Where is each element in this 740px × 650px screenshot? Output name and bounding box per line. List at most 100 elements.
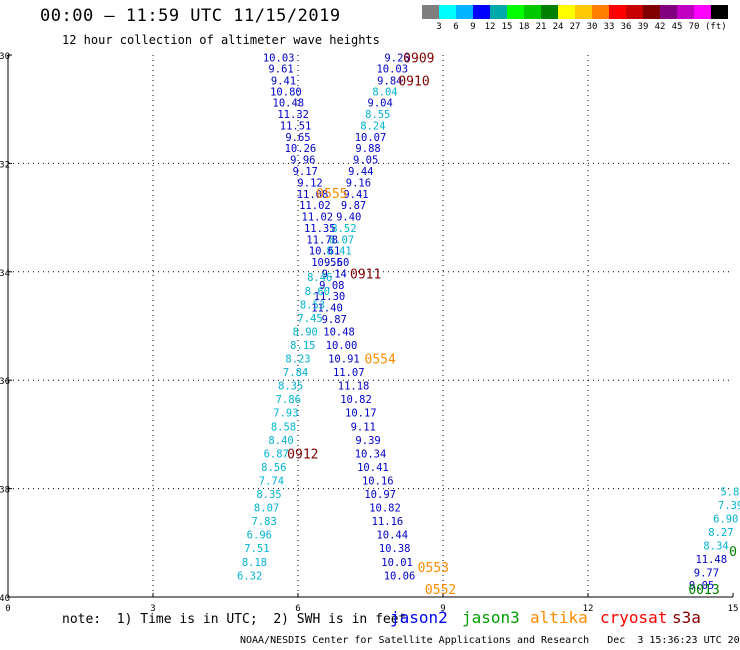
wave-height-label: 8.35 xyxy=(278,381,303,393)
wave-height-label: 10.16 xyxy=(362,475,394,487)
y-tick-label: -36 xyxy=(0,377,10,387)
wave-height-label: 8.27 xyxy=(708,527,733,539)
page-title: 00:00 – 11:59 UTC 11/15/2019 xyxy=(40,6,341,26)
wave-height-label: 8.18 xyxy=(242,557,267,569)
wave-height-label: 6.96 xyxy=(247,530,272,542)
pass-time-label: 0555 xyxy=(316,187,347,202)
wave-height-label: 8.56 xyxy=(261,462,286,474)
wave-height-label: 10.38 xyxy=(379,543,411,555)
pass-time-label: 0911 xyxy=(350,267,381,282)
wave-height-label: 8.23 xyxy=(285,354,310,366)
wave-height-label: 10.07 xyxy=(355,132,387,144)
legend-label: 39 xyxy=(637,22,649,32)
wave-height-label: 9.14 xyxy=(322,268,347,280)
wave-height-label: 8.24 xyxy=(360,120,385,132)
y-tick-label: -38 xyxy=(0,486,10,496)
wave-height-label: 10.61 xyxy=(309,246,341,258)
wave-height-label: 10.55 xyxy=(311,257,343,269)
wave-height-label: 5.87 xyxy=(720,486,740,498)
legend-swatch xyxy=(643,5,660,19)
wave-height-label: 10.03 xyxy=(376,64,408,76)
wave-height-label: 9.05 xyxy=(353,155,378,167)
pass-time-label: 0912 xyxy=(287,447,318,462)
y-tick-label: -34 xyxy=(0,269,10,279)
wave-height-label: 8.15 xyxy=(290,340,315,352)
pass-time-label: 0553 xyxy=(418,561,449,576)
wave-height-label: 11.16 xyxy=(372,516,404,528)
wave-height-label: 11.32 xyxy=(277,109,309,121)
legend-label: 42 xyxy=(654,22,666,32)
wave-height-label: 8.35 xyxy=(256,489,281,501)
wave-height-label: 9.41 xyxy=(271,75,296,87)
wave-height-label: 10.97 xyxy=(364,489,396,501)
wave-height-label: 7.39 xyxy=(718,500,740,512)
x-tick-label: 9 xyxy=(440,604,445,614)
legend-swatch xyxy=(490,5,507,19)
wave-height-label: 9.44 xyxy=(348,166,373,178)
wave-height-label: 9.04 xyxy=(368,98,393,110)
y-tick-label: -32 xyxy=(0,160,10,170)
satellite-label-jason3: jason3 xyxy=(462,608,520,627)
wave-height-label: 7.86 xyxy=(276,394,301,406)
legend-label: 36 xyxy=(620,22,632,32)
x-tick-label: 12 xyxy=(583,604,594,614)
pass-time-label: 0013 xyxy=(688,583,719,598)
wave-height-label: 9.87 xyxy=(322,314,347,326)
legend-label: 45 xyxy=(671,22,683,32)
wave-height-label: 8.90 xyxy=(293,326,318,338)
wave-height-label: 9.84 xyxy=(377,75,402,87)
x-tick-label: 3 xyxy=(150,604,155,614)
wave-height-label: 7.51 xyxy=(244,543,269,555)
wave-height-label: 10.41 xyxy=(357,462,389,474)
wave-height-label: 9.65 xyxy=(285,132,310,144)
wave-height-label: 11.08 xyxy=(297,189,329,201)
wave-height-label: 8.07 xyxy=(329,234,354,246)
wave-height-label: 9.60 xyxy=(324,257,349,269)
wave-height-label: 10.03 xyxy=(263,53,295,65)
legend-swatch xyxy=(575,5,592,19)
y-tick-label: -30 xyxy=(0,52,10,62)
legend-swatch xyxy=(473,5,490,19)
legend-label: 9 xyxy=(470,22,476,32)
pass-time-label: 0909 xyxy=(403,52,434,67)
legend-swatch xyxy=(711,5,728,19)
satellite-label-jason2: jason2 xyxy=(390,608,448,627)
wave-height-label: 10.01 xyxy=(381,557,413,569)
wave-height-label: 8.52 xyxy=(331,223,356,235)
wave-height-label: 9.87 xyxy=(341,200,366,212)
wave-height-label: 9.88 xyxy=(355,143,380,155)
satellite-label-cryosat: cryosat xyxy=(600,608,668,627)
wave-height-label: 10.91 xyxy=(328,354,360,366)
wave-height-label: 11.40 xyxy=(311,303,343,315)
pass-time-label: 0 xyxy=(729,545,737,560)
wave-height-label: 10.44 xyxy=(376,530,408,542)
legend-swatch xyxy=(592,5,609,19)
legend-label: 15 xyxy=(501,22,513,32)
legend-swatch xyxy=(422,5,439,19)
legend-swatch xyxy=(609,5,626,19)
wave-height-label: 6.87 xyxy=(264,448,289,460)
wave-height-label: 11.18 xyxy=(338,381,370,393)
wave-height-label: 7.84 xyxy=(283,367,308,379)
wave-height-label: 9.12 xyxy=(297,177,322,189)
legend-label: 33 xyxy=(603,22,615,32)
wave-height-label: 8.07 xyxy=(254,503,279,515)
satellite-label-altika: altika xyxy=(530,608,588,627)
y-tick-label: -40 xyxy=(0,594,10,604)
legend-swatch xyxy=(677,5,694,19)
legend-swatch xyxy=(456,5,473,19)
wave-height-label: 10.17 xyxy=(345,408,377,420)
wave-height-label: 10.80 xyxy=(270,86,302,98)
legend-label: 6 xyxy=(453,22,459,32)
legend-unit: (ft) xyxy=(705,22,727,32)
x-tick-label: 6 xyxy=(295,604,300,614)
wave-height-label: 8.41 xyxy=(326,246,351,258)
legend-label: 3 xyxy=(436,22,442,32)
wave-height-label: 10.48 xyxy=(273,98,305,110)
x-tick-label: 0 xyxy=(5,604,10,614)
legend-label: 18 xyxy=(518,22,530,32)
legend-label: 70 xyxy=(688,22,700,32)
wave-height-label: 9.05 xyxy=(689,580,714,592)
wave-height-label: 10.00 xyxy=(326,340,358,352)
